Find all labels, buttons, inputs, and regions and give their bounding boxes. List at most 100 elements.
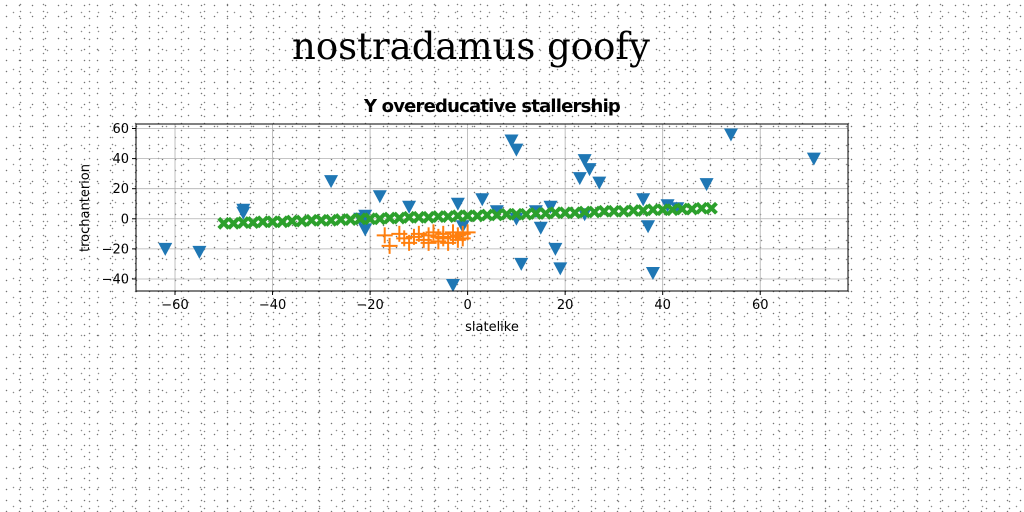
x-marker-stroke bbox=[236, 216, 250, 229]
plot-frame bbox=[135, 123, 849, 292]
x-marker bbox=[627, 204, 640, 217]
x-marker-stroke bbox=[383, 211, 397, 225]
x-marker-stroke bbox=[597, 204, 611, 218]
triangle-marker bbox=[450, 197, 465, 211]
triangle-marker bbox=[504, 134, 519, 148]
x-tick-label: 40 bbox=[654, 298, 671, 313]
x-marker bbox=[266, 215, 279, 229]
x-marker-stroke bbox=[705, 201, 718, 215]
triangle-marker bbox=[806, 152, 821, 166]
x-marker bbox=[256, 215, 270, 229]
x-marker-stroke bbox=[431, 210, 445, 223]
x-marker-stroke bbox=[568, 206, 582, 220]
x-marker bbox=[607, 204, 621, 218]
x-marker bbox=[470, 209, 484, 223]
x-marker bbox=[314, 213, 328, 227]
x-marker bbox=[441, 210, 455, 223]
x-marker bbox=[695, 201, 709, 215]
x-marker bbox=[451, 209, 465, 223]
x-marker bbox=[509, 207, 523, 221]
x-marker-stroke bbox=[500, 207, 514, 221]
x-marker bbox=[636, 204, 650, 217]
x-marker bbox=[685, 202, 699, 216]
y-axis-label: trochanterion bbox=[78, 164, 93, 252]
x-tick-label: −60 bbox=[161, 298, 188, 313]
x-marker bbox=[227, 216, 240, 230]
x-marker-stroke bbox=[373, 212, 387, 226]
triangle-marker bbox=[572, 172, 587, 186]
x-marker-stroke bbox=[392, 211, 406, 225]
x-marker bbox=[363, 212, 377, 226]
x-marker bbox=[578, 205, 592, 219]
plus-marker bbox=[420, 234, 437, 251]
x-marker bbox=[490, 208, 504, 222]
x-marker bbox=[373, 212, 387, 226]
x-marker bbox=[422, 210, 436, 224]
x-marker-stroke bbox=[266, 215, 279, 229]
x-marker bbox=[344, 213, 357, 226]
x-marker-stroke bbox=[295, 214, 309, 228]
triangle-marker bbox=[582, 163, 597, 177]
triangle-marker bbox=[553, 262, 568, 276]
data-markers bbox=[158, 128, 821, 292]
x-marker-stroke bbox=[470, 209, 484, 223]
x-tick-label: 20 bbox=[557, 298, 574, 313]
x-marker bbox=[597, 204, 611, 218]
x-marker bbox=[412, 210, 426, 224]
x-marker-stroke bbox=[451, 209, 465, 223]
triangle-marker bbox=[445, 278, 460, 292]
x-marker bbox=[529, 207, 543, 220]
x-marker-stroke bbox=[305, 213, 318, 227]
triangle-marker bbox=[543, 200, 558, 214]
triangle-marker bbox=[372, 190, 387, 204]
triangle-marker bbox=[548, 242, 563, 256]
x-marker bbox=[656, 203, 670, 217]
x-marker bbox=[666, 203, 679, 217]
x-marker-stroke bbox=[334, 213, 348, 226]
x-marker bbox=[295, 214, 309, 228]
triangle-marker bbox=[699, 178, 714, 192]
x-tick-label: 60 bbox=[752, 298, 769, 313]
x-marker-stroke bbox=[412, 210, 426, 224]
x-marker-stroke bbox=[587, 205, 601, 219]
x-marker-stroke bbox=[509, 207, 523, 221]
x-marker-stroke bbox=[256, 215, 270, 229]
x-marker-stroke bbox=[363, 212, 377, 226]
x-marker bbox=[617, 204, 631, 218]
triangle-marker bbox=[723, 128, 738, 142]
triangle-marker bbox=[236, 206, 251, 220]
triangle-marker bbox=[324, 175, 339, 189]
triangle-marker bbox=[475, 193, 490, 207]
x-marker bbox=[383, 211, 397, 225]
x-marker-stroke bbox=[558, 206, 572, 220]
x-marker bbox=[324, 213, 338, 227]
x-marker-stroke bbox=[324, 213, 338, 227]
x-marker-stroke bbox=[607, 204, 621, 218]
x-marker-stroke bbox=[402, 210, 416, 224]
x-marker-stroke bbox=[695, 201, 709, 215]
triangle-marker bbox=[636, 193, 651, 207]
x-marker bbox=[500, 207, 514, 221]
x-marker-stroke bbox=[246, 216, 260, 229]
x-marker bbox=[519, 207, 533, 221]
x-marker-stroke bbox=[617, 204, 631, 218]
axis-ticks: −60 −40 −20 0 20 40 60 −40 −20 0 20 40 60 bbox=[102, 122, 769, 313]
plus-marker bbox=[376, 227, 393, 244]
x-marker-stroke bbox=[529, 207, 543, 220]
x-marker-stroke bbox=[548, 206, 562, 220]
triangle-marker bbox=[158, 242, 173, 256]
x-marker-stroke bbox=[217, 216, 231, 230]
x-marker-stroke bbox=[422, 210, 436, 224]
x-marker-stroke bbox=[627, 204, 640, 217]
x-marker-stroke bbox=[285, 214, 299, 228]
x-marker bbox=[461, 209, 475, 223]
x-marker bbox=[236, 216, 250, 229]
x-marker-stroke bbox=[646, 203, 660, 217]
x-axis-label: slatelike bbox=[465, 320, 519, 335]
x-marker-stroke bbox=[353, 212, 367, 226]
plus-marker bbox=[459, 224, 476, 241]
x-marker-stroke bbox=[539, 207, 553, 220]
x-marker bbox=[558, 206, 572, 220]
x-marker bbox=[431, 210, 445, 223]
x-marker bbox=[568, 206, 582, 220]
